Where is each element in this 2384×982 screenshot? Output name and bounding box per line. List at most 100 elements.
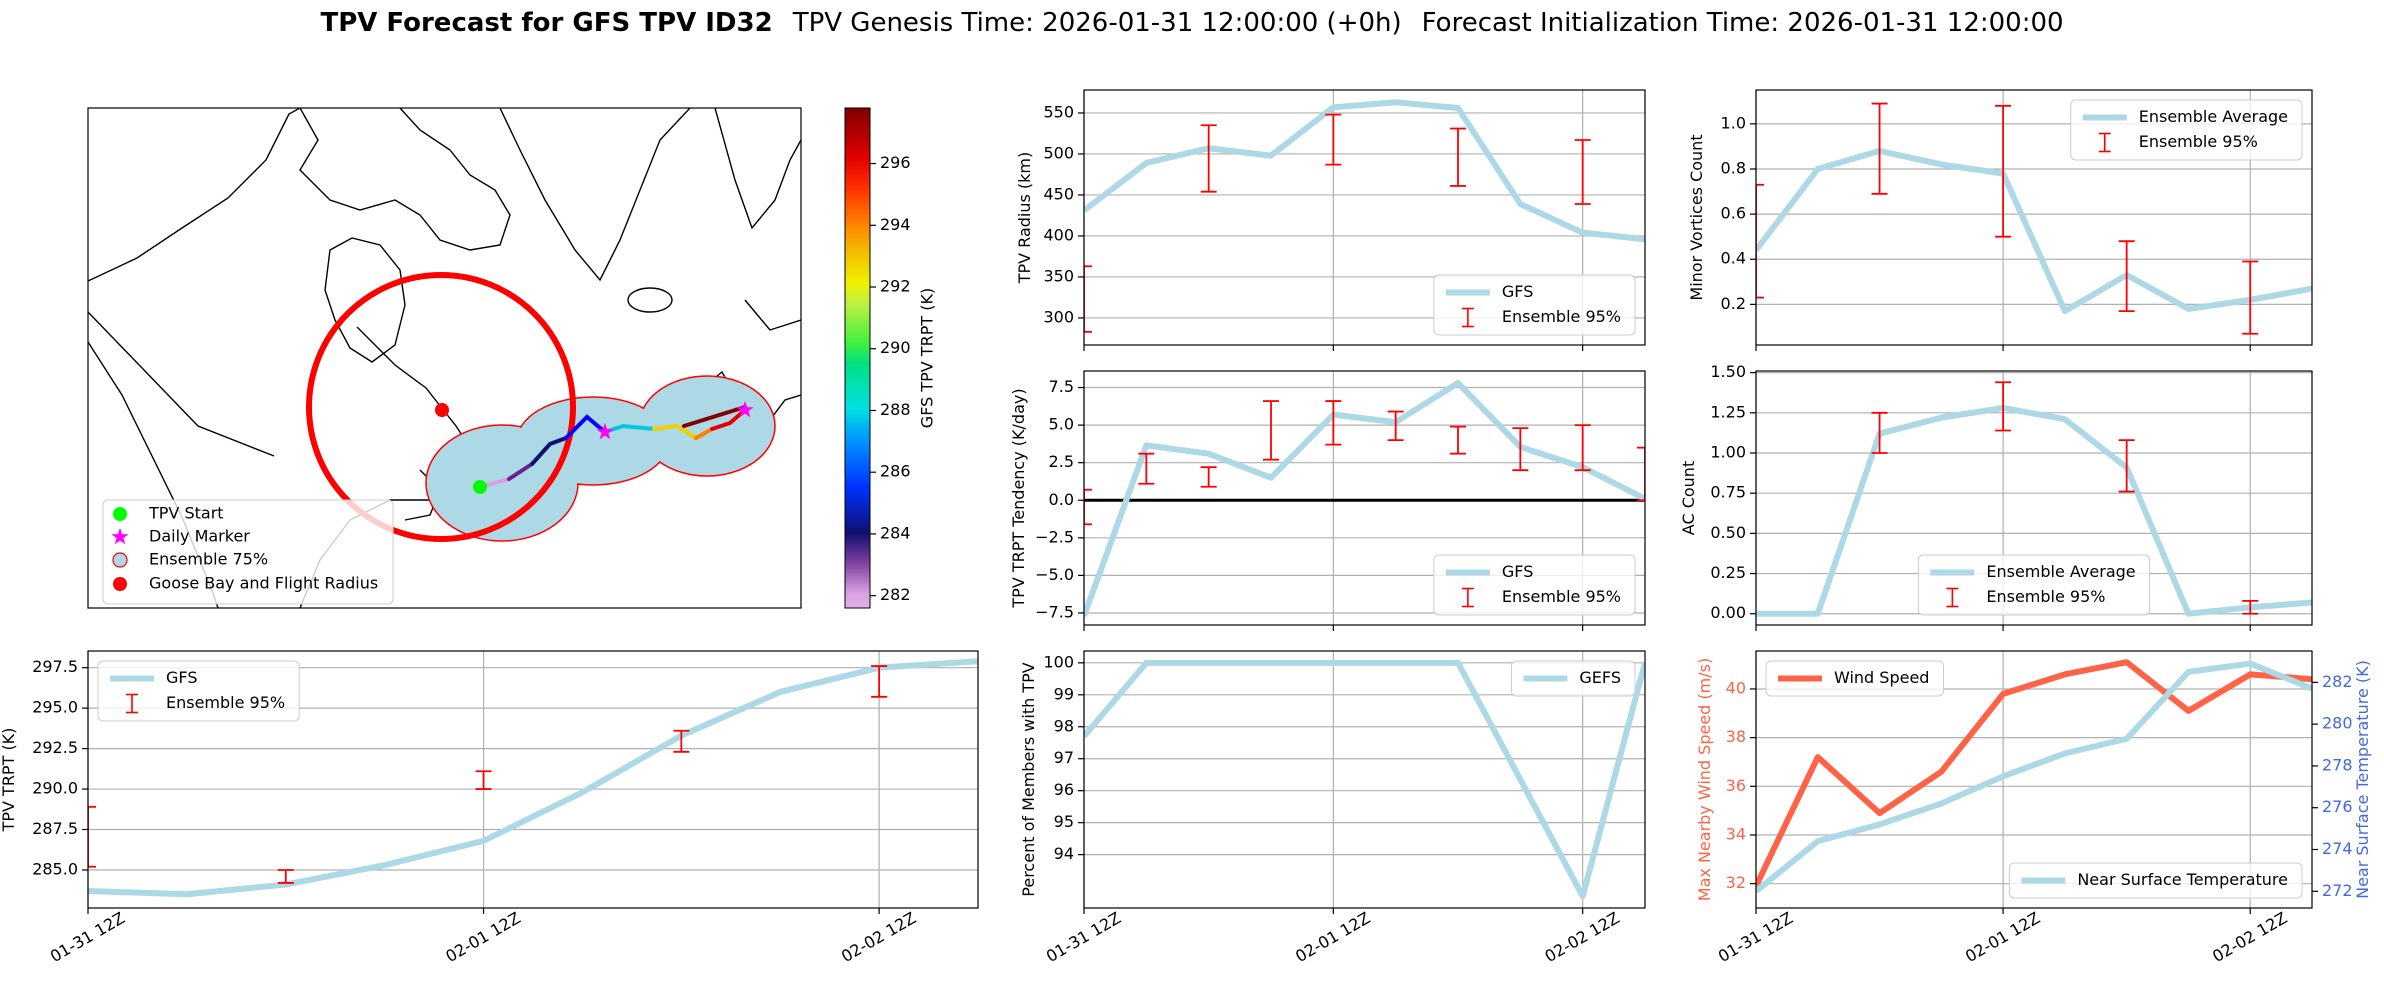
plot-frame bbox=[1755, 89, 2313, 346]
y-axis-label: TPV TRPT (K) bbox=[0, 728, 18, 833]
series-line bbox=[1756, 404, 2312, 617]
legend-box bbox=[1917, 554, 2151, 616]
legend-label: Ensemble Average bbox=[2139, 107, 2288, 126]
panel: 0.00 0.25 0.50 0.75 1.00 1.25 1.50 AC Count Ense… bbox=[1679, 362, 2313, 631]
panel: 94 95 96 97 98 99 100 Percent of Members with T… bbox=[1019, 650, 1646, 966]
y-tick-label: 99 bbox=[1054, 684, 1074, 703]
plot-frame bbox=[1083, 370, 1646, 626]
y-tick-label: 0.0 bbox=[1049, 490, 1074, 509]
y-tick-label: 0.2 bbox=[1721, 294, 1746, 313]
track-segment bbox=[652, 423, 698, 440]
map: TPV Start Daily Marker Ensemble 75% Goos… bbox=[87, 107, 937, 609]
legend-marker bbox=[113, 577, 127, 591]
y-tick-label: 32 bbox=[1726, 873, 1746, 892]
colorbar-tick-label: 296 bbox=[880, 153, 911, 172]
flight-radius bbox=[306, 272, 576, 542]
track-segment bbox=[682, 405, 747, 428]
y2-tick-label: 276 bbox=[2322, 797, 2353, 816]
coast bbox=[499, 108, 691, 282]
colorbar-tick-label: 286 bbox=[880, 462, 911, 481]
series-line bbox=[1084, 659, 1645, 900]
colorbar-label: GFS TPV TRPT (K) bbox=[918, 288, 937, 428]
legend-label: Ensemble 95% bbox=[2139, 132, 2258, 151]
y-axis-label: AC Count bbox=[1679, 461, 1698, 535]
legend: Wind Speed bbox=[1765, 660, 1944, 697]
y-tick-label: 95 bbox=[1054, 812, 1074, 831]
legend-box bbox=[102, 499, 394, 605]
y-tick-label: 450 bbox=[1043, 184, 1074, 203]
legend: Ensemble Average Ensemble 95% bbox=[2070, 99, 2303, 161]
x-tick-label: 01-31 12Z bbox=[1715, 908, 1796, 966]
legend-label: Ensemble 75% bbox=[149, 550, 268, 569]
x-tick-label: 02-01 12Z bbox=[1962, 908, 2043, 966]
legend-label: Near Surface Temperature bbox=[2077, 870, 2288, 889]
x-tick-label: 02-01 12Z bbox=[442, 908, 523, 966]
legend-label: Ensemble 95% bbox=[1986, 587, 2105, 606]
y-tick-label: 290.0 bbox=[32, 779, 78, 798]
legend: GFS Ensemble 95% bbox=[1433, 554, 1636, 616]
map-legend: TPV Start Daily Marker Ensemble 75% Goos… bbox=[102, 499, 394, 605]
y-tick-label: 0.8 bbox=[1721, 158, 1746, 177]
legend-box bbox=[2070, 99, 2303, 161]
coast bbox=[88, 108, 301, 282]
legend-label: GFS bbox=[166, 668, 197, 687]
colorbar-tick-label: 292 bbox=[880, 277, 911, 296]
x-tick-label: 01-31 12Z bbox=[47, 908, 128, 966]
legend-label: Wind Speed bbox=[1834, 668, 1929, 687]
legend: Near Surface Temperature bbox=[2008, 862, 2303, 899]
y-tick-label: 38 bbox=[1726, 727, 1746, 746]
x-tick-label: 02-02 12Z bbox=[1542, 908, 1623, 966]
suptitle: TPV Forecast for GFS TPV ID32 TPV Genesis… bbox=[320, 8, 2063, 38]
track-segment bbox=[507, 462, 534, 481]
title-init: Forecast Initialization Time: 2026-01-31… bbox=[1422, 8, 2064, 38]
y-tick-label: 0.75 bbox=[1710, 483, 1746, 502]
legend-label: Ensemble Average bbox=[1986, 562, 2135, 581]
y-tick-label: 1.00 bbox=[1710, 442, 1746, 461]
legend: GEFS bbox=[1510, 660, 1636, 697]
y-tick-label: 287.5 bbox=[32, 819, 78, 838]
legend: Ensemble Average Ensemble 95% bbox=[1917, 554, 2151, 616]
coast bbox=[714, 108, 801, 230]
y-tick-label: 295.0 bbox=[32, 698, 78, 717]
y-axis-label: Minor Vortices Count bbox=[1687, 134, 1706, 300]
coast bbox=[299, 108, 511, 251]
panel: 300 350 400 450 500 550 TPV Radius (km) GFS Ense… bbox=[1015, 89, 1646, 351]
border bbox=[88, 311, 275, 457]
y-tick-label: 0.50 bbox=[1710, 523, 1746, 542]
daily-marker bbox=[736, 401, 754, 418]
y-tick-label: 297.5 bbox=[32, 657, 78, 676]
y-tick-label: 96 bbox=[1054, 780, 1074, 799]
track bbox=[478, 405, 747, 489]
colorbar-axis: 282 284 286 288 290 292 294 296 bbox=[870, 153, 911, 604]
legend-marker bbox=[111, 528, 129, 545]
y-axis-label: TPV TRPT Tendency (K/day) bbox=[1009, 388, 1028, 608]
plot-frame bbox=[1083, 650, 1646, 909]
legend-box bbox=[1510, 660, 1636, 697]
colorbar-tick-label: 284 bbox=[880, 523, 911, 542]
plot-frame bbox=[1755, 650, 2313, 909]
x-tick-label: 01-31 12Z bbox=[1043, 908, 1124, 966]
y-tick-label: 292.5 bbox=[32, 738, 78, 757]
y-tick-label: 1.25 bbox=[1710, 402, 1746, 421]
y-tick-label: 1.50 bbox=[1710, 362, 1746, 381]
y-tick-label: 285.0 bbox=[32, 859, 78, 878]
y2-tick-label: 272 bbox=[2322, 881, 2353, 900]
y-tick-label: −7.5 bbox=[1035, 602, 1074, 621]
track-segment bbox=[694, 427, 714, 440]
panel: −7.5 −5.0 −2.5 0.0 2.5 5.0 7.5 TPV TRPT Tendenc… bbox=[1009, 370, 1646, 631]
plot-frame bbox=[87, 650, 979, 909]
legend-marker bbox=[112, 552, 128, 568]
y-tick-label: 36 bbox=[1726, 776, 1746, 795]
colorbar-tick-label: 282 bbox=[880, 585, 911, 604]
legend-label: Goose Bay and Flight Radius bbox=[149, 574, 378, 593]
colorbar-tick-label: 290 bbox=[880, 338, 911, 357]
x-tick-label: 02-02 12Z bbox=[838, 908, 919, 966]
y-tick-label: 97 bbox=[1054, 748, 1074, 767]
legend-label: Ensemble 95% bbox=[1502, 307, 1621, 326]
y-tick-label: −5.0 bbox=[1035, 565, 1074, 584]
plot-frame bbox=[1083, 89, 1646, 346]
panel: 32 34 36 38 40 Max Nearby Wind Speed (m/s) 272… bbox=[1695, 650, 2372, 966]
legend-label: GFS bbox=[1502, 282, 1533, 301]
